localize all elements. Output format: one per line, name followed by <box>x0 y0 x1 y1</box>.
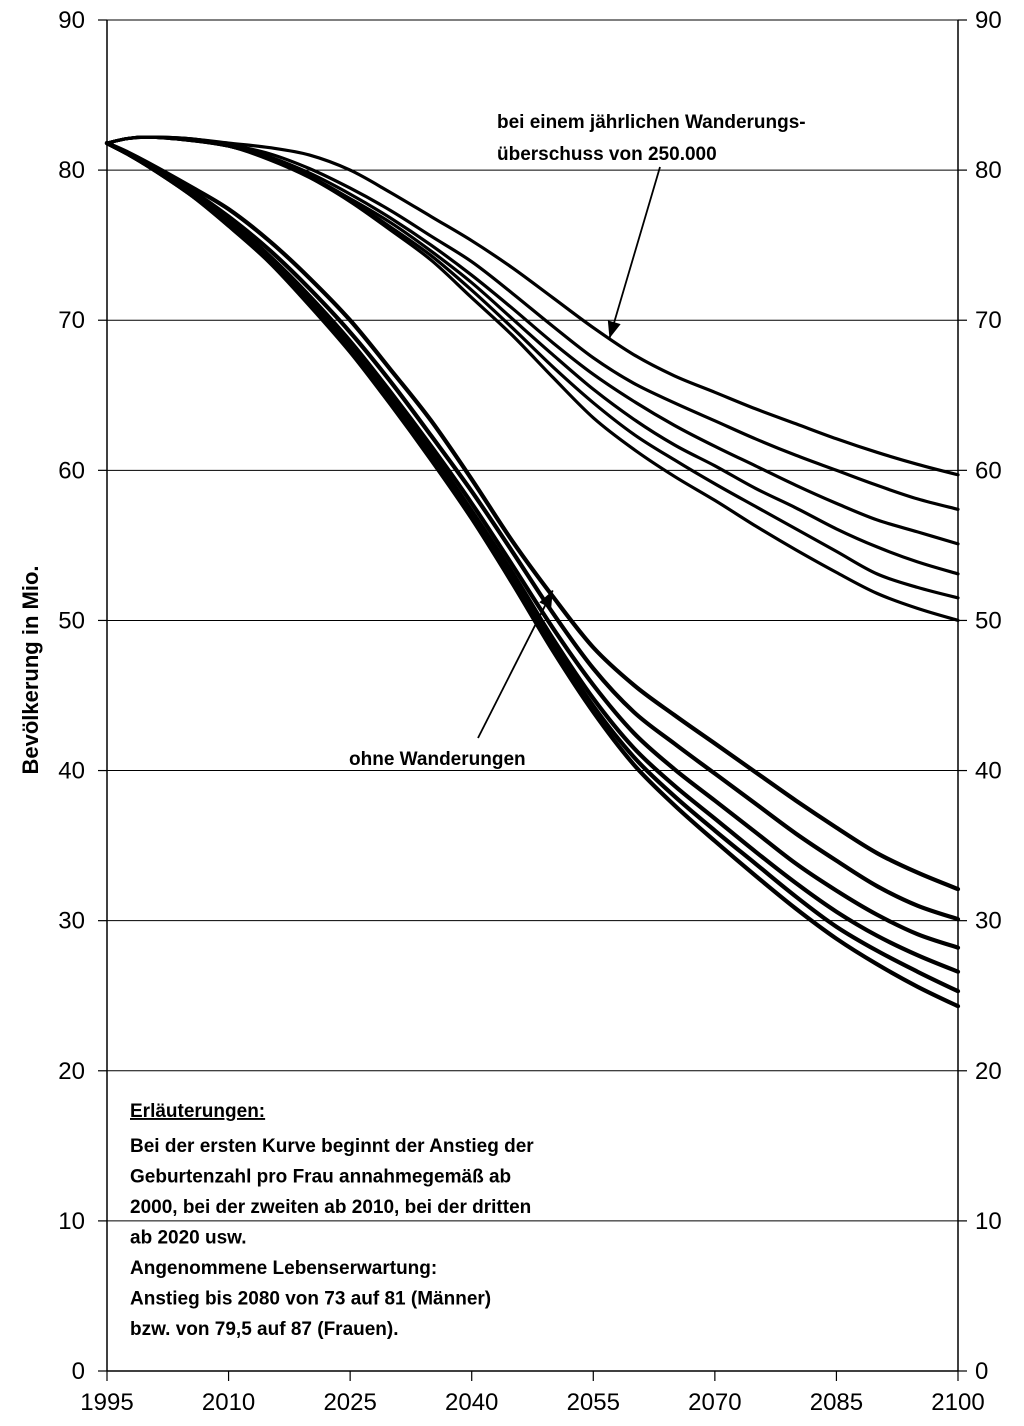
arrow-migration-head <box>607 320 621 339</box>
explanation-line: Geburtenzahl pro Frau annahmegemäß ab <box>130 1167 511 1188</box>
explanation-line: Bei der ersten Kurve beginnt der Anstieg… <box>130 1136 534 1157</box>
series-line-9 <box>104 141 961 950</box>
y-tick-label-right: 50 <box>975 607 1002 634</box>
series-line-8 <box>104 141 961 922</box>
series-lines <box>104 135 961 1009</box>
y-tick-label-left: 50 <box>58 607 85 634</box>
series-line-2 <box>105 135 960 511</box>
series-line-10 <box>104 141 961 974</box>
x-tick-label: 2070 <box>688 1389 741 1416</box>
y-axis-label: Bevölkerung in Mio. <box>18 565 43 774</box>
y-tick-label-left: 60 <box>58 457 85 484</box>
axes <box>98 19 967 1381</box>
y-tick-label-right: 70 <box>975 307 1002 334</box>
y-tick-label-right: 40 <box>975 758 1002 785</box>
y-tick-label-left: 30 <box>58 908 85 935</box>
y-tick-label-left: 0 <box>72 1358 85 1385</box>
y-tick-label-right: 80 <box>975 157 1002 184</box>
annotation-migration-line: bei einem jährlichen Wanderungs- <box>497 112 806 133</box>
y-tick-label-left: 40 <box>58 758 85 785</box>
explanation-box: Erläuterungen: Bei der ersten Kurve begin… <box>130 1101 534 1340</box>
y-tick-label-left: 10 <box>58 1208 85 1235</box>
explanation-line: 2000, bei der zweiten ab 2010, bei der d… <box>130 1197 531 1218</box>
y-tick-label-right: 0 <box>975 1358 988 1385</box>
annotations: bei einem jährlichen Wanderungs-überschu… <box>349 112 806 770</box>
x-tick-label: 2010 <box>202 1389 255 1416</box>
series-line-7 <box>104 141 961 892</box>
y-tick-label-right: 60 <box>975 457 1002 484</box>
x-tick-label: 2055 <box>567 1389 620 1416</box>
series-line-3 <box>105 135 960 546</box>
y-tick-label-left: 20 <box>58 1058 85 1085</box>
tick-labels: 0 0 10 10 20 20 30 30 40 40 50 50 60 60 70 70 80 80 90 90 19… <box>58 7 1001 1416</box>
arrow-migration-line <box>608 166 661 339</box>
x-tick-label: 1995 <box>80 1389 133 1416</box>
y-tick-label-left: 70 <box>58 307 85 334</box>
y-tick-label-right: 90 <box>975 7 1002 34</box>
explanation-heading: Erläuterungen: <box>130 1101 265 1122</box>
explanation-line: Angenommene Lebenserwartung: <box>130 1258 437 1279</box>
explanation-line: bzw. von 79,5 auf 87 (Frauen). <box>130 1319 399 1340</box>
arrow-no-migration-head <box>539 590 553 609</box>
y-tick-label-left: 90 <box>58 7 85 34</box>
annotation-no-migration: ohne Wanderungen <box>349 749 526 770</box>
arrow-no-migration-line <box>477 590 554 739</box>
series-line-12 <box>104 141 961 1009</box>
explanation-line: ab 2020 usw. <box>130 1228 247 1249</box>
x-tick-label: 2040 <box>445 1389 498 1416</box>
y-tick-label-right: 20 <box>975 1058 1002 1085</box>
x-tick-label: 2025 <box>323 1389 376 1416</box>
x-tick-label: 2085 <box>810 1389 863 1416</box>
series-line-1 <box>105 135 960 477</box>
annotation-migration-line: überschuss von 250.000 <box>497 144 717 165</box>
y-tick-label-left: 80 <box>58 157 85 184</box>
y-tick-label-right: 30 <box>975 908 1002 935</box>
explanation-line: Anstieg bis 2080 von 73 auf 81 (Männer) <box>130 1289 491 1310</box>
series-line-6 <box>105 135 960 622</box>
x-tick-label: 2100 <box>931 1389 984 1416</box>
y-tick-label-right: 10 <box>975 1208 1002 1235</box>
series-line-5 <box>105 135 960 600</box>
